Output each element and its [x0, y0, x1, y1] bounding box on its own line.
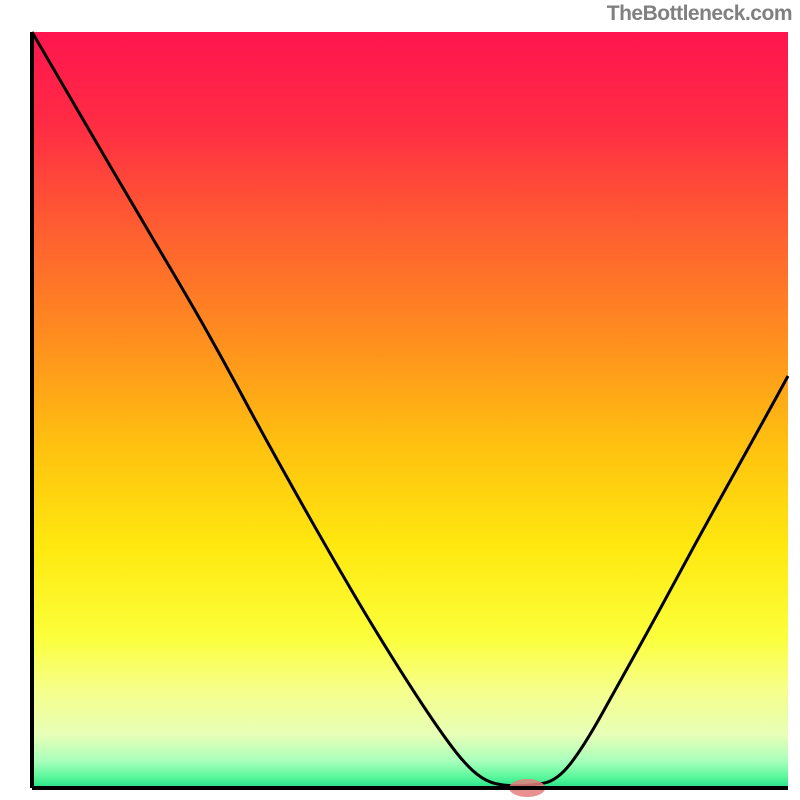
bottleneck-chart [0, 0, 800, 800]
chart-container: TheBottleneck.com [0, 0, 800, 800]
watermark-text: TheBottleneck.com [607, 2, 792, 26]
gradient-background [32, 32, 788, 788]
